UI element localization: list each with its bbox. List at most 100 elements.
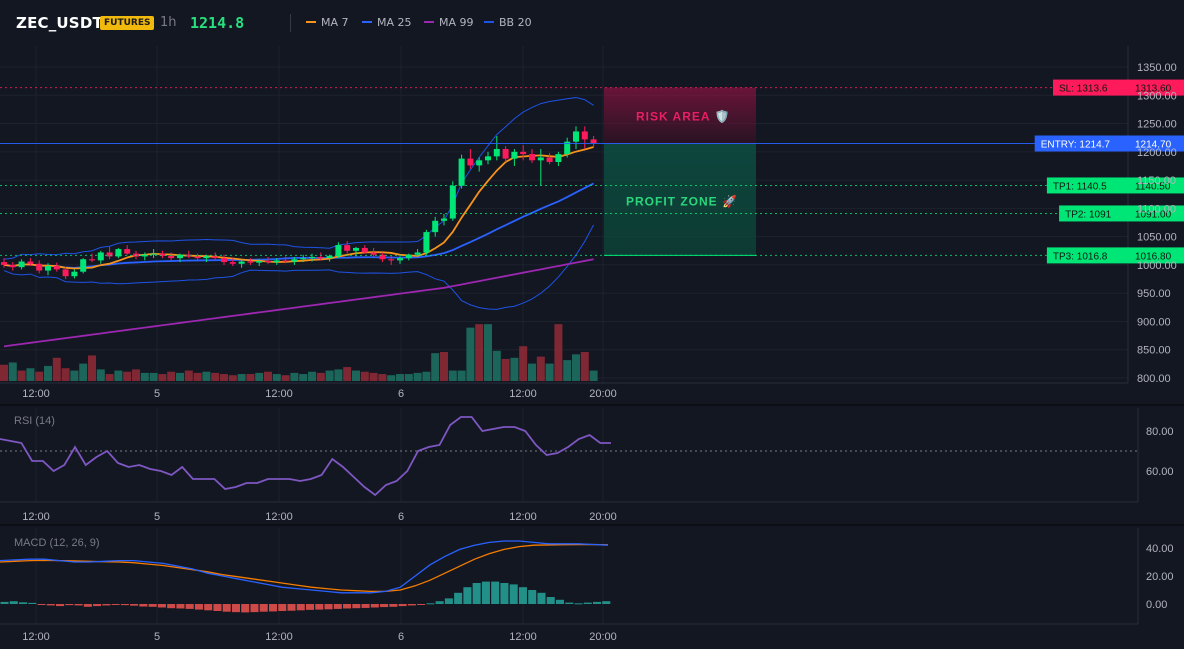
volume-bar-50 xyxy=(440,352,448,381)
volume-bar-22 xyxy=(193,372,202,381)
volume-bar-53 xyxy=(466,327,475,381)
macd-hist-31 xyxy=(287,604,296,611)
level-label-3: TP2: 1091 xyxy=(1065,209,1112,220)
volume-bar-28 xyxy=(246,374,255,381)
candle-body-39 xyxy=(344,245,351,251)
level-value-4: 1016.80 xyxy=(1135,251,1172,262)
volume-bar-29 xyxy=(255,372,264,381)
volume-bar-27 xyxy=(237,374,246,381)
volume-bar-65 xyxy=(572,354,580,381)
volume-bar-34 xyxy=(299,374,308,381)
symbol-name[interactable]: ZEC_USDT xyxy=(16,14,103,32)
price-tick-6: 1050.00 xyxy=(1137,232,1177,244)
candle-body-36 xyxy=(317,256,324,259)
macd-hist-64 xyxy=(592,601,602,604)
rsi-title: RSI (14) xyxy=(14,415,55,427)
candle-body-37 xyxy=(326,255,333,259)
level-value-3: 1091.00 xyxy=(1135,209,1172,220)
macd-hist-19 xyxy=(176,604,185,609)
volume-bar-36 xyxy=(316,372,325,381)
macd-hist-54 xyxy=(500,583,509,604)
candle-body-54 xyxy=(476,160,483,166)
legend-ma25[interactable]: MA 25 xyxy=(362,16,412,29)
candle-body-46 xyxy=(405,254,412,259)
legend-ma7[interactable]: MA 7 xyxy=(306,16,349,29)
chart-header: ZEC_USDT FUTURES 1h 1214.8 MA 7 MA 25 MA… xyxy=(0,0,1184,46)
volume-bar-35 xyxy=(308,371,316,381)
candle-body-25 xyxy=(221,258,227,263)
candle-body-31 xyxy=(273,260,280,263)
time-tick-1-3: 6 xyxy=(398,511,404,523)
legend-bb20[interactable]: BB 20 xyxy=(484,16,532,29)
macd-hist-47 xyxy=(435,601,444,604)
volume-bar-7 xyxy=(61,368,70,381)
macd-hist-0 xyxy=(0,601,9,604)
candle-body-9 xyxy=(80,259,87,272)
time-tick-0-2: 12:00 xyxy=(265,388,293,400)
volume-bar-54 xyxy=(475,324,484,381)
volume-bar-52 xyxy=(457,370,466,381)
volume-bar-23 xyxy=(202,371,211,381)
macd-hist-1 xyxy=(9,601,18,604)
macd-hist-55 xyxy=(509,584,518,604)
macd-hist-58 xyxy=(537,592,546,604)
volume-bar-5 xyxy=(44,365,52,381)
macd-hist-36 xyxy=(333,604,342,609)
candle-body-3 xyxy=(27,261,34,264)
candle-body-48 xyxy=(423,232,430,253)
volume-bar-43 xyxy=(378,374,387,381)
volume-bar-55 xyxy=(484,324,492,381)
volume-bar-26 xyxy=(228,375,237,381)
candle-body-21 xyxy=(185,254,192,257)
candle-body-60 xyxy=(529,154,535,161)
macd-hist-63 xyxy=(583,602,592,604)
macd-hist-60 xyxy=(555,599,565,604)
macd-hist-10 xyxy=(93,604,102,607)
macd-hist-32 xyxy=(296,604,305,611)
macd-line xyxy=(0,540,609,594)
volume-bar-42 xyxy=(369,372,378,381)
candle-body-27 xyxy=(238,261,245,264)
price-tick-10: 850.00 xyxy=(1137,345,1171,357)
level-tag-3: TP2: 1091 1091.00 xyxy=(1059,205,1184,222)
candle-body-50 xyxy=(441,218,447,221)
volume-bar-18 xyxy=(158,374,167,381)
volume-bar-15 xyxy=(132,369,140,381)
volume-bar-6 xyxy=(52,357,61,381)
macd-hist-9 xyxy=(83,604,92,607)
candle-body-20 xyxy=(177,254,183,259)
macd-hist-53 xyxy=(491,581,500,604)
rsi-line xyxy=(0,416,611,497)
time-tick-0-4: 12:00 xyxy=(509,388,537,400)
volume-bar-48 xyxy=(422,371,431,381)
volume-bar-10 xyxy=(88,355,96,381)
macd-hist-30 xyxy=(278,604,287,611)
macd-hist-5 xyxy=(46,604,55,606)
bb-lower xyxy=(3,224,595,310)
volume-bar-45 xyxy=(396,374,404,381)
legend-bb20-label: BB 20 xyxy=(499,16,532,29)
legend-ma99[interactable]: MA 99 xyxy=(424,16,474,29)
profit-zone-label: PROFIT ZONE 🚀 xyxy=(626,194,738,208)
price-tick-0: 1350.00 xyxy=(1137,62,1177,74)
level-value-1: 1214.70 xyxy=(1135,140,1172,151)
time-tick-1-4: 12:00 xyxy=(509,511,537,523)
timeframe-label[interactable]: 1h xyxy=(160,15,177,30)
volume-bar-47 xyxy=(413,372,422,381)
macd-hist-45 xyxy=(417,604,426,605)
volume-bar-1 xyxy=(8,362,17,381)
macd-hist-13 xyxy=(120,604,129,606)
level-tag-2: TP1: 1140.5 1140.50 xyxy=(1046,177,1184,194)
macd-hist-51 xyxy=(472,583,481,604)
volume-bar-64 xyxy=(563,360,572,381)
candle-body-63 xyxy=(555,154,562,162)
price-tick-1: 1300.00 xyxy=(1137,90,1177,102)
time-tick-1-1: 5 xyxy=(154,511,160,523)
macd-hist-20 xyxy=(185,604,194,609)
volume-bar-32 xyxy=(281,375,290,381)
candle-body-59 xyxy=(520,151,527,155)
candle-body-6 xyxy=(53,266,60,270)
volume-bar-31 xyxy=(272,374,281,381)
price-tick-8: 950.00 xyxy=(1137,288,1171,300)
